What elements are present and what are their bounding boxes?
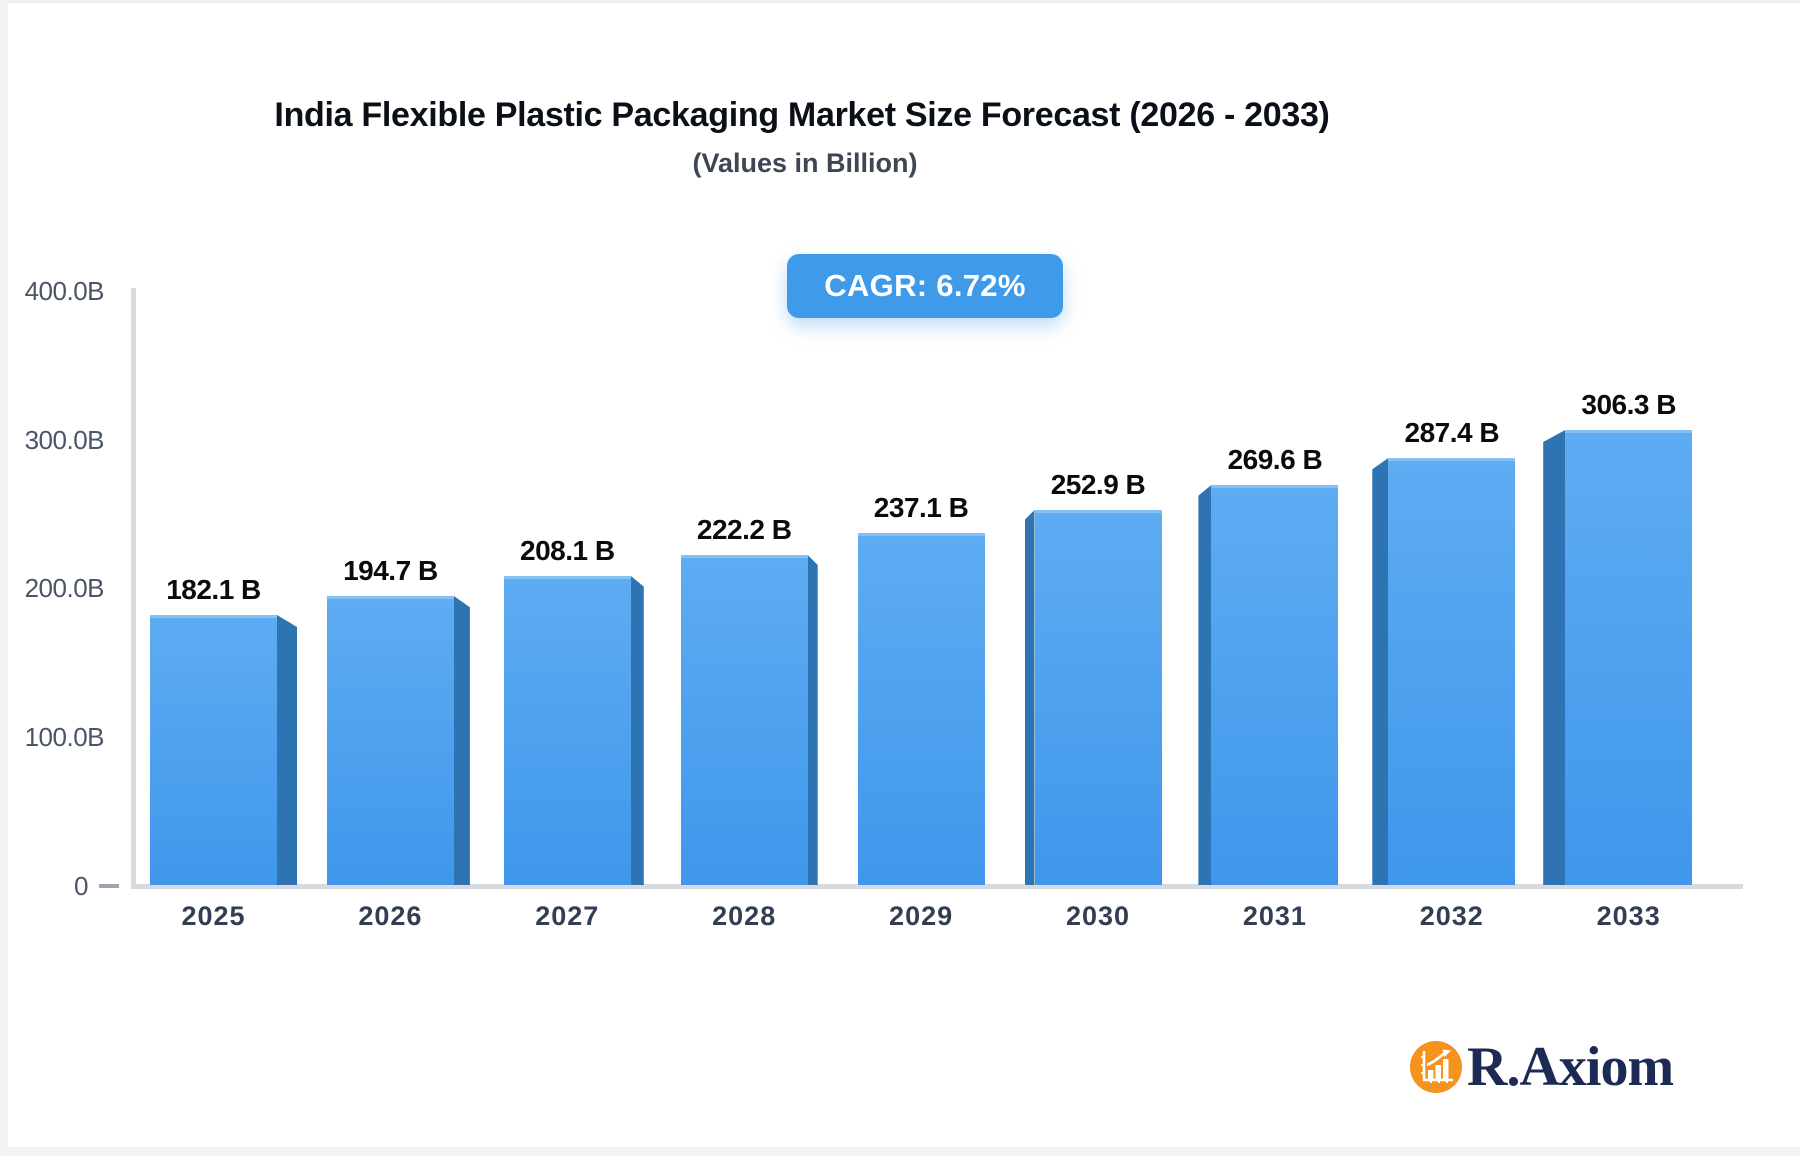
chart-title: India Flexible Plastic Packaging Market … — [274, 96, 1330, 134]
x-axis-line — [131, 884, 1743, 889]
cagr-badge-label: CAGR: 6.72% — [824, 268, 1026, 303]
bar-face-2028 — [680, 555, 808, 885]
bar-side-face-2033 — [1543, 430, 1566, 885]
page-edge-top — [0, 0, 1800, 3]
bar-value-label-2028: 222.2 B — [696, 514, 792, 545]
bar-face-2030 — [1034, 510, 1162, 885]
bar-2032 — [1372, 458, 1516, 885]
bar-side-face-2026 — [453, 596, 470, 885]
bar-side-face-2030 — [1024, 510, 1035, 885]
y-axis-label-400: 400.0B — [24, 275, 105, 306]
bar-face-2026 — [326, 596, 454, 885]
y-axis-label-100: 100.0B — [24, 722, 105, 753]
chart-subtitle: (Values in Billion) — [692, 148, 918, 178]
bar-value-label-2025: 182.1 B — [166, 574, 261, 605]
x-axis-label-2028: 2028 — [712, 901, 777, 931]
bar-face-2033 — [1565, 430, 1693, 885]
bar-value-label-2027: 208.1 B — [520, 535, 615, 566]
y-axis-label-200: 200.0B — [24, 573, 105, 604]
bar-side-face-2032 — [1372, 458, 1389, 885]
bar-side-face-2028 — [807, 555, 818, 885]
bar-2029 — [857, 533, 985, 885]
bar-side-face-2027 — [630, 576, 644, 885]
bar-value-label-2032: 287.4 B — [1404, 417, 1500, 448]
bar-2025 — [150, 615, 297, 885]
page-edge-bottom — [0, 1147, 1800, 1156]
bar-side-face-2025 — [277, 615, 297, 885]
bar-value-label-2031: 269.6 B — [1227, 444, 1323, 475]
x-axis-label-2029: 2029 — [889, 901, 954, 931]
bar-face-2031 — [1211, 485, 1339, 885]
bar-face-2032 — [1388, 458, 1516, 885]
x-axis-label-2032: 2032 — [1419, 901, 1484, 931]
bar-face-2029 — [857, 533, 985, 885]
x-axis-label-2027: 2027 — [535, 901, 600, 931]
x-axis-label-2026: 2026 — [358, 901, 423, 931]
cagr-badge: CAGR: 6.72% — [787, 254, 1063, 318]
y-axis-label-0: 0 — [74, 871, 88, 901]
x-axis-label-2025: 2025 — [181, 901, 246, 931]
x-axis-label-2030: 2030 — [1065, 901, 1131, 931]
bar-value-label-2029: 237.1 B — [873, 492, 969, 523]
x-axis-label-2031: 2031 — [1242, 901, 1307, 931]
x-axis-label-2033: 2033 — [1596, 901, 1661, 931]
y-axis-label-300: 300.0B — [24, 424, 105, 455]
bar-2030 — [1024, 510, 1162, 885]
logo: R.Axiom — [1408, 1036, 1674, 1098]
bar-value-label-2026: 194.7 B — [343, 555, 438, 586]
chart-growth-icon — [1410, 1041, 1462, 1093]
bar-2031 — [1198, 485, 1339, 885]
y-axis-line — [131, 288, 136, 886]
bar-side-face-2031 — [1198, 485, 1212, 885]
page-edge-left — [0, 0, 8, 1156]
bar-2027 — [503, 576, 644, 885]
zero-tick-mark — [99, 884, 119, 888]
logo-text: R.Axiom — [1467, 1036, 1674, 1098]
bar-face-2025 — [150, 615, 277, 885]
bar-value-label-2033: 306.3 B — [1581, 389, 1676, 420]
bar-face-2027 — [503, 576, 631, 885]
bar-2026 — [326, 596, 470, 885]
bar-2028 — [680, 555, 818, 885]
bar-2033 — [1543, 430, 1693, 885]
bar-value-label-2030: 252.9 B — [1050, 469, 1146, 500]
